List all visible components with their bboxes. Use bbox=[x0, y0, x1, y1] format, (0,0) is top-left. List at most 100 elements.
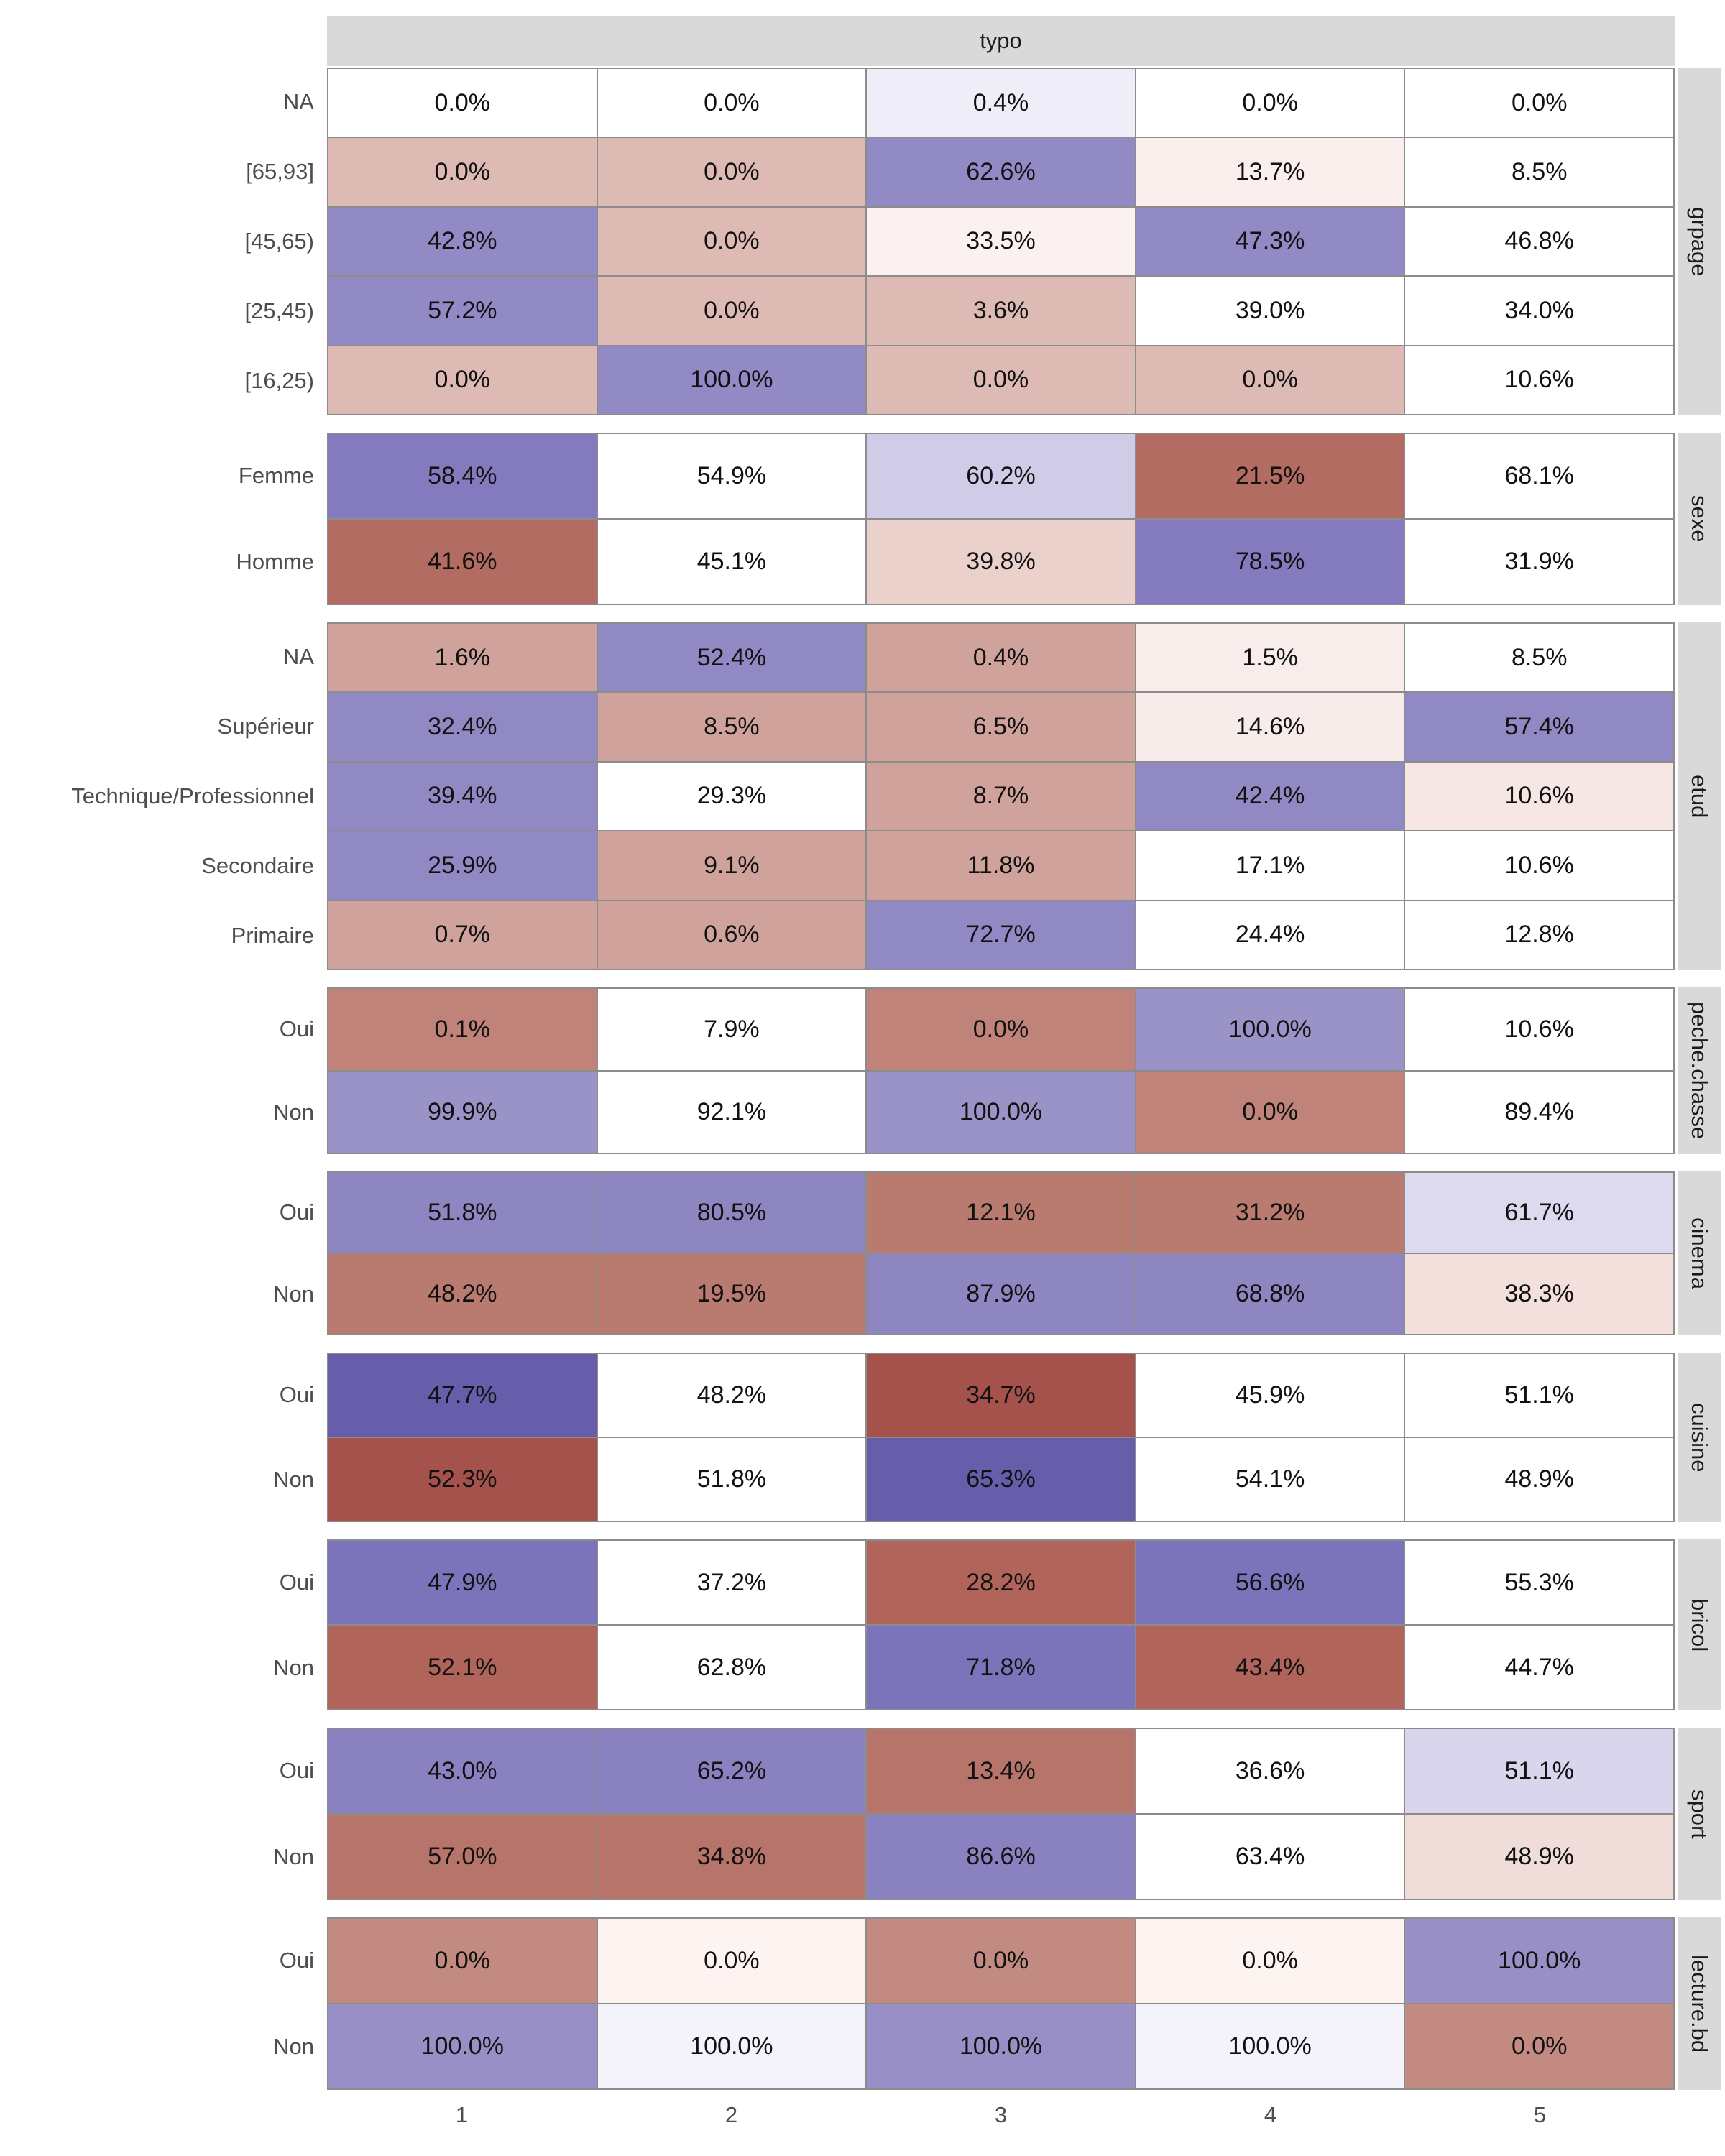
heatmap-cell-etud-NA-typo3: 0.4% bbox=[867, 624, 1135, 692]
row-label-grpage-4: [16,25) bbox=[0, 346, 314, 415]
facet-grid-sexe: 58.4% 54.9% 60.2% 21.5% 68.1% 41.6% 45.1% 39.8%… bbox=[327, 433, 1675, 605]
heatmap-cell-sexe-Homme-typo5: 31.9% bbox=[1405, 520, 1673, 604]
heatmap-cell-grpage-NA-typo2: 0.0% bbox=[597, 69, 866, 137]
heatmap-cell-peche.chasse-Oui-typo3: 0.0% bbox=[867, 989, 1135, 1070]
cell-value: 0.6% bbox=[704, 921, 760, 949]
cell-value: 51.8% bbox=[696, 1465, 767, 1493]
heatmap-cell-sexe-Homme-typo2: 45.1% bbox=[597, 520, 866, 604]
cell-value: 28.2% bbox=[966, 1568, 1036, 1596]
heatmap-cell-etud-Primaire-typo4: 24.4% bbox=[1136, 900, 1404, 969]
facet-grid-cinema: 51.8% 80.5% 12.1% 31.2% 61.7% 48.2% 19.5% 87.9%… bbox=[327, 1171, 1675, 1335]
row-label-cuisine-0: Oui bbox=[0, 1353, 314, 1437]
cell-value: 38.3% bbox=[1504, 1280, 1574, 1307]
row-label-sport-1: Non bbox=[0, 1814, 314, 1900]
cell-value: 43.4% bbox=[1235, 1653, 1305, 1681]
heatmap-cell-grpage-[25,45)-typo1: 57.2% bbox=[328, 277, 597, 345]
facet-strip-label: bricol bbox=[1687, 1598, 1712, 1652]
heatmap-cell-cuisine-Non-typo2: 51.8% bbox=[597, 1438, 866, 1521]
cell-value: 8.5% bbox=[1511, 643, 1568, 671]
heatmap-cell-sexe-Femme-typo4: 21.5% bbox=[1136, 434, 1404, 518]
cell-value: 100.0% bbox=[1228, 2032, 1312, 2060]
cell-value: 44.7% bbox=[1504, 1653, 1574, 1681]
cell-value: 68.1% bbox=[1504, 462, 1574, 489]
cell-value: 31.9% bbox=[1504, 548, 1574, 575]
heatmap-cell-cinema-Non-typo3: 87.9% bbox=[867, 1254, 1135, 1334]
heatmap-cell-etud-NA-typo5: 8.5% bbox=[1405, 624, 1673, 692]
facet-strip-label: cuisine bbox=[1687, 1402, 1712, 1473]
heatmap-cell-grpage-[65,93]-typo5: 8.5% bbox=[1405, 138, 1673, 206]
row-label-cuisine-1: Non bbox=[0, 1437, 314, 1522]
heatmap-cell-etud-Secondaire-typo1: 25.9% bbox=[328, 831, 597, 900]
facet-grid-cuisine: 47.7% 48.2% 34.7% 45.9% 51.1% 52.3% 51.8% 65.3%… bbox=[327, 1353, 1675, 1522]
cell-value: 58.4% bbox=[428, 462, 497, 489]
heatmap-cell-sexe-Femme-typo2: 54.9% bbox=[597, 434, 866, 518]
cell-value: 41.6% bbox=[428, 548, 497, 575]
heatmap-cell-sexe-Homme-typo1: 41.6% bbox=[328, 520, 597, 604]
x-tick-label-1: 1 bbox=[455, 2102, 469, 2127]
cell-value: 8.5% bbox=[704, 713, 760, 741]
facet-strip-sexe: sexe bbox=[1678, 433, 1721, 605]
cell-value: 56.6% bbox=[1235, 1568, 1305, 1596]
facet-grid-grpage: 0.0% 0.0% 0.4% 0.0% 0.0% 0.0% 0.0% 62.6% 13.7% 8.… bbox=[327, 68, 1675, 415]
heatmap-cell-grpage-NA-typo1: 0.0% bbox=[328, 69, 597, 137]
cell-value: 72.7% bbox=[966, 921, 1036, 949]
x-tick-label-2: 2 bbox=[724, 2102, 738, 2127]
heatmap-cell-bricol-Oui-typo3: 28.2% bbox=[867, 1541, 1135, 1624]
row-label-text: Non bbox=[273, 1281, 314, 1307]
facet-strip-label: sexe bbox=[1687, 495, 1712, 543]
heatmap-cell-grpage-[16,25)-typo5: 10.6% bbox=[1405, 346, 1673, 414]
row-label-grpage-1: [65,93] bbox=[0, 137, 314, 207]
row-label-text: [65,93] bbox=[246, 159, 314, 185]
cell-value: 89.4% bbox=[1504, 1098, 1574, 1125]
heatmap-cell-cuisine-Non-typo5: 48.9% bbox=[1405, 1438, 1673, 1521]
heatmap-cell-lecture.bd-Non-typo1: 100.0% bbox=[328, 2004, 597, 2088]
heatmap-cell-bricol-Non-typo5: 44.7% bbox=[1405, 1626, 1673, 1709]
cell-value: 100.0% bbox=[959, 2032, 1043, 2060]
heatmap-cell-cinema-Non-typo1: 48.2% bbox=[328, 1254, 597, 1334]
heatmap-cell-etud-Secondaire-typo4: 17.1% bbox=[1136, 831, 1404, 900]
heatmap-cell-bricol-Oui-typo5: 55.3% bbox=[1405, 1541, 1673, 1624]
heatmap-cell-bricol-Non-typo3: 71.8% bbox=[867, 1626, 1135, 1709]
heatmap-cell-grpage-[25,45)-typo4: 39.0% bbox=[1136, 277, 1404, 345]
cell-value: 34.0% bbox=[1504, 296, 1574, 324]
cell-value: 100.0% bbox=[690, 366, 773, 394]
heatmap-cell-sexe-Femme-typo5: 68.1% bbox=[1405, 434, 1673, 518]
cell-value: 48.2% bbox=[696, 1381, 767, 1409]
facet-strip-label: cinema bbox=[1687, 1217, 1712, 1289]
cell-value: 42.4% bbox=[1235, 782, 1305, 810]
cell-value: 12.1% bbox=[966, 1199, 1036, 1226]
top-facet-strip: typo bbox=[327, 16, 1675, 66]
row-label-grpage-3: [25,45) bbox=[0, 276, 314, 346]
heatmap-cell-sport-Oui-typo3: 13.4% bbox=[867, 1729, 1135, 1813]
heatmap-cell-etud-NA-typo1: 1.6% bbox=[328, 624, 597, 692]
cell-value: 51.1% bbox=[1504, 1381, 1574, 1409]
cell-value: 3.6% bbox=[972, 296, 1029, 324]
cell-value: 52.3% bbox=[428, 1465, 497, 1493]
heatmap-cell-sport-Non-typo5: 48.9% bbox=[1405, 1815, 1673, 1899]
heatmap-cell-sport-Oui-typo5: 51.1% bbox=[1405, 1729, 1673, 1813]
row-label-text: [45,65) bbox=[244, 228, 314, 254]
cell-value: 62.8% bbox=[696, 1653, 767, 1681]
heatmap-cell-bricol-Oui-typo4: 56.6% bbox=[1136, 1541, 1404, 1624]
heatmap-cell-grpage-[16,25)-typo1: 0.0% bbox=[328, 346, 597, 414]
facet-strip-peche.chasse: peche.chasse bbox=[1678, 987, 1721, 1154]
row-label-peche.chasse-1: Non bbox=[0, 1071, 314, 1154]
heatmap-cell-grpage-[25,45)-typo2: 0.0% bbox=[597, 277, 866, 345]
cell-value: 0.0% bbox=[434, 366, 491, 394]
cell-value: 100.0% bbox=[959, 1098, 1043, 1125]
heatmap-cell-sport-Oui-typo4: 36.6% bbox=[1136, 1729, 1404, 1813]
cell-value: 45.1% bbox=[696, 548, 767, 575]
top-facet-strip-label: typo bbox=[980, 28, 1022, 53]
cell-value: 65.3% bbox=[966, 1465, 1036, 1493]
cell-value: 34.7% bbox=[966, 1381, 1036, 1409]
heatmap-cell-grpage-[16,25)-typo4: 0.0% bbox=[1136, 346, 1404, 414]
heatmap-cell-etud-Primaire-typo2: 0.6% bbox=[597, 900, 866, 969]
cell-value: 29.3% bbox=[696, 782, 767, 810]
heatmap-cell-etud-Supérieur-typo3: 6.5% bbox=[867, 693, 1135, 761]
row-label-cinema-1: Non bbox=[0, 1253, 314, 1335]
cell-value: 39.0% bbox=[1235, 296, 1305, 324]
cell-value: 92.1% bbox=[696, 1098, 767, 1125]
cell-value: 65.2% bbox=[696, 1757, 767, 1784]
cell-value: 57.4% bbox=[1504, 713, 1574, 741]
heatmap-cell-etud-Primaire-typo1: 0.7% bbox=[328, 900, 597, 969]
